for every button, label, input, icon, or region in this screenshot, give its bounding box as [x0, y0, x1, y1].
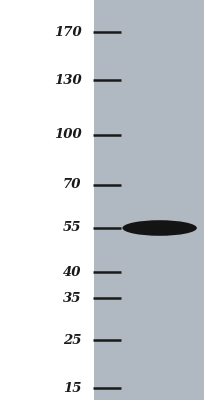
Text: 130: 130: [54, 74, 82, 86]
Text: 40: 40: [63, 266, 82, 278]
Text: 15: 15: [63, 382, 82, 394]
Text: 25: 25: [63, 334, 82, 346]
Text: 170: 170: [54, 26, 82, 38]
Text: 35: 35: [63, 292, 82, 304]
Ellipse shape: [122, 220, 197, 236]
Text: 70: 70: [63, 178, 82, 192]
Text: 55: 55: [63, 222, 82, 234]
Bar: [94, 0, 204, 400]
Text: 100: 100: [54, 128, 82, 142]
